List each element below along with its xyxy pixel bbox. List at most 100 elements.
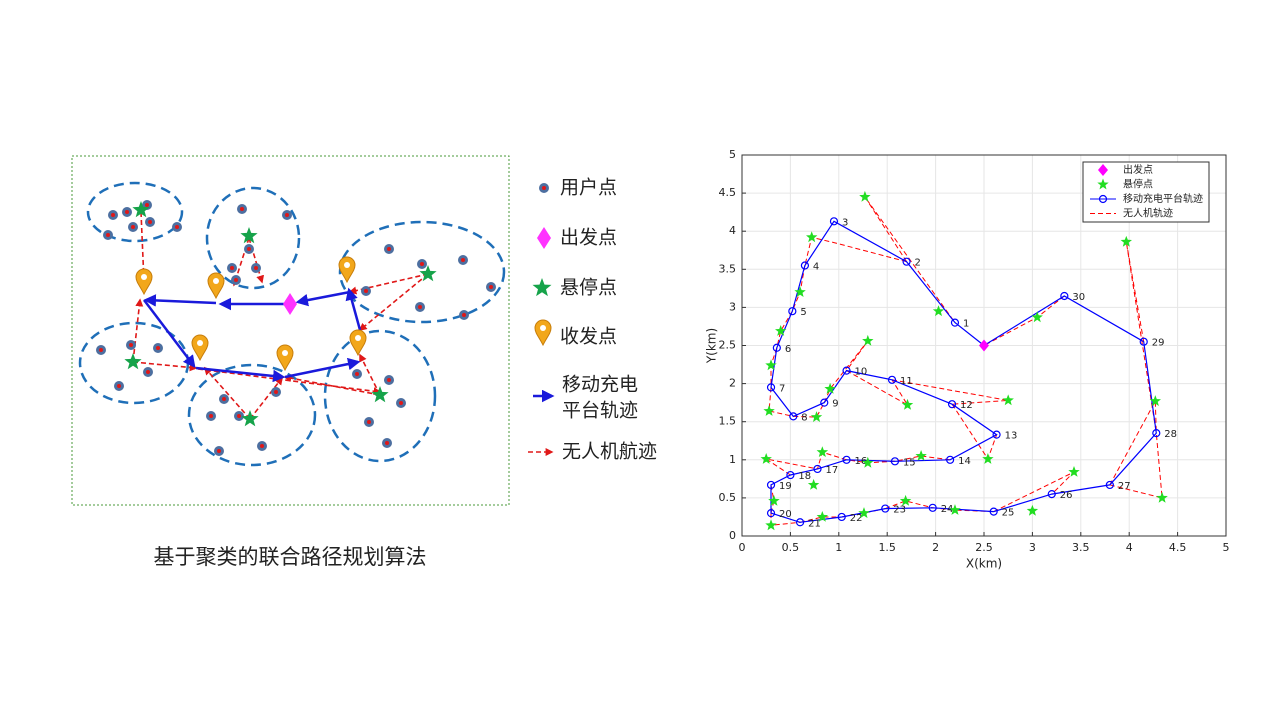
- node-marker: [950, 318, 960, 327]
- hover-marker: [1031, 311, 1043, 323]
- hover-marker: [862, 334, 874, 346]
- x-axis-label: X(km): [966, 557, 1002, 571]
- hover-marker: [816, 511, 829, 522]
- legend-hover-swatch: [532, 278, 552, 297]
- user-point-core: [131, 225, 135, 229]
- node-label: 22: [850, 513, 863, 524]
- drone-path: [203, 366, 251, 420]
- user-point-core: [234, 278, 238, 282]
- y-tick-label: 1.5: [719, 415, 737, 428]
- node-label: 4: [813, 261, 819, 272]
- platform-path: [143, 299, 196, 368]
- x-tick-label: 0: [739, 541, 746, 554]
- cluster: [187, 363, 317, 467]
- hover-marker: [915, 450, 927, 461]
- node-marker: [947, 400, 957, 409]
- node-marker: [1047, 489, 1056, 499]
- user-point-core: [148, 220, 152, 224]
- x-tick-label: 2.5: [975, 541, 993, 554]
- user-point-core: [385, 441, 389, 445]
- x-tick-label: 3: [1029, 541, 1036, 554]
- node-marker: [842, 455, 851, 464]
- node-label: 8: [801, 412, 807, 423]
- node-label: 6: [785, 344, 791, 355]
- node-label: 24: [941, 504, 954, 515]
- node-marker: [992, 430, 1001, 439]
- station-hole: [355, 335, 361, 341]
- user-point-core: [237, 414, 241, 418]
- hover-marker: [859, 190, 871, 202]
- user-point-core: [399, 401, 403, 405]
- user-point-core: [117, 384, 121, 388]
- y-tick-label: 2: [729, 377, 736, 390]
- cluster: [323, 329, 437, 463]
- user-point-core: [230, 266, 234, 270]
- user-point-core: [420, 262, 424, 266]
- drone-path: [283, 374, 381, 396]
- platform-path: [295, 290, 351, 307]
- node-marker: [1139, 337, 1148, 346]
- start-marker: [979, 339, 989, 352]
- node-marker: [795, 518, 805, 527]
- hover-marker: [807, 478, 820, 490]
- user-point-core: [240, 207, 244, 211]
- cluster: [338, 220, 506, 324]
- y-tick-label: 0.5: [719, 491, 737, 504]
- station-hole: [213, 278, 219, 284]
- legend-drone: 无人机航迹: [562, 441, 657, 463]
- legend-box: [1082, 161, 1210, 223]
- x-tick-label: 1.5: [878, 541, 896, 554]
- user-point-core: [355, 372, 359, 376]
- user-point-core: [99, 348, 103, 352]
- user-point-core: [387, 378, 391, 382]
- x-tick-label: 3.5: [1072, 541, 1090, 554]
- hover-marker: [899, 494, 912, 506]
- x-tick-label: 1: [835, 541, 842, 554]
- legend-swatch: [1098, 194, 1108, 204]
- cluster: [205, 186, 301, 290]
- node-label: 27: [1118, 481, 1131, 492]
- y-axis-label: Y(km): [705, 328, 719, 364]
- hover-marker: [765, 519, 777, 531]
- node-marker: [902, 257, 911, 266]
- user-point-core: [145, 203, 149, 207]
- node-marker: [800, 261, 810, 270]
- node-marker: [946, 455, 955, 464]
- hover-marker: [1156, 491, 1168, 503]
- hover-marker: [901, 398, 914, 410]
- hover-marker: [765, 359, 777, 371]
- user-point-core: [254, 266, 258, 270]
- platform-path: [345, 287, 362, 331]
- node-marker: [766, 509, 776, 518]
- node-marker: [842, 366, 851, 375]
- user-point-core: [217, 449, 221, 453]
- hover-point: [124, 353, 142, 370]
- user-point-core: [364, 289, 368, 293]
- platform-path: [143, 294, 217, 307]
- node-marker: [881, 504, 890, 513]
- y-tick-label: 3.5: [719, 262, 737, 275]
- node-label: 5: [800, 307, 806, 318]
- diagram-frame: [71, 155, 510, 506]
- node-label: 30: [1072, 292, 1085, 303]
- node-marker: [786, 470, 795, 480]
- y-tick-label: 2.5: [719, 339, 737, 352]
- node-label: 20: [779, 509, 792, 520]
- user-point-core: [111, 213, 115, 217]
- user-point-core: [418, 305, 422, 309]
- user-point-core: [106, 233, 110, 237]
- node-marker: [1152, 429, 1161, 438]
- user-point-core: [367, 420, 371, 424]
- y-tick-label: 4.5: [719, 186, 737, 199]
- user-point-core: [209, 414, 213, 418]
- user-point-core: [387, 247, 391, 251]
- hover-marker: [806, 231, 818, 243]
- plot-frame: [741, 154, 1227, 537]
- node-label: 25: [1002, 508, 1015, 519]
- node-marker: [789, 412, 798, 421]
- user-point-core: [461, 258, 465, 262]
- hover-marker: [1068, 466, 1080, 477]
- platform-path: [284, 357, 361, 379]
- hover-point: [241, 410, 259, 427]
- node-label: 7: [779, 383, 785, 394]
